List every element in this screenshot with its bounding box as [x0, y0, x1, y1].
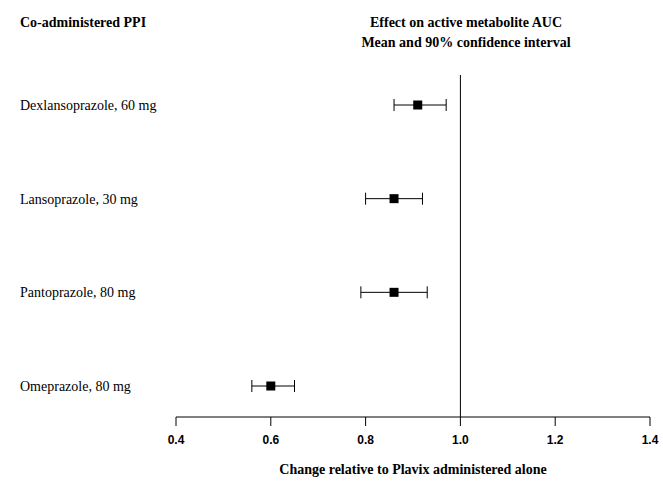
- x-tick: [365, 417, 366, 426]
- x-tick: [270, 417, 271, 426]
- ci-cap-high: [446, 99, 447, 111]
- ci-cap-low: [251, 380, 252, 392]
- ci-cap-low: [394, 99, 395, 111]
- ci-cap-high: [427, 286, 428, 298]
- ci-cap-low: [365, 193, 366, 205]
- x-tick-label: 0.8: [357, 433, 374, 447]
- error-bar: [366, 193, 423, 205]
- mean-marker: [266, 382, 275, 391]
- ci-cap-high: [422, 193, 423, 205]
- title: Effect on active metabolite AUC: [370, 15, 562, 30]
- x-tick: [555, 417, 556, 426]
- mean-marker: [390, 288, 399, 297]
- category-label: Omeprazole, 80 mg: [20, 379, 131, 394]
- x-tick-label: 1.2: [547, 433, 564, 447]
- column-header: Co-administered PPI: [20, 15, 146, 30]
- error-bar: [394, 99, 446, 111]
- category-label: Pantoprazole, 80 mg: [20, 285, 135, 300]
- ci-cap-high: [294, 380, 295, 392]
- subtitle: Mean and 90% confidence interval: [361, 35, 570, 50]
- mean-marker: [390, 194, 399, 203]
- x-axis-label: Change relative to Plavix administered a…: [279, 462, 546, 477]
- error-bar: [361, 286, 427, 298]
- x-axis: [176, 417, 650, 418]
- chart: Co-administered PPI Effect on active meta…: [0, 0, 663, 493]
- x-tick-label: 0.4: [168, 433, 185, 447]
- x-tick: [176, 417, 177, 426]
- mean-marker: [413, 101, 422, 110]
- x-tick-label: 0.6: [262, 433, 279, 447]
- category-label: Dexlansoprazole, 60 mg: [20, 98, 156, 113]
- x-tick: [460, 417, 461, 426]
- category-label: Lansoprazole, 30 mg: [20, 192, 138, 207]
- x-tick-label: 1.4: [642, 433, 659, 447]
- error-bar: [252, 380, 295, 392]
- reference-line: [460, 75, 461, 417]
- ci-cap-low: [360, 286, 361, 298]
- x-tick-label: 1.0: [452, 433, 469, 447]
- x-tick: [650, 417, 651, 426]
- plot-area: [252, 75, 461, 417]
